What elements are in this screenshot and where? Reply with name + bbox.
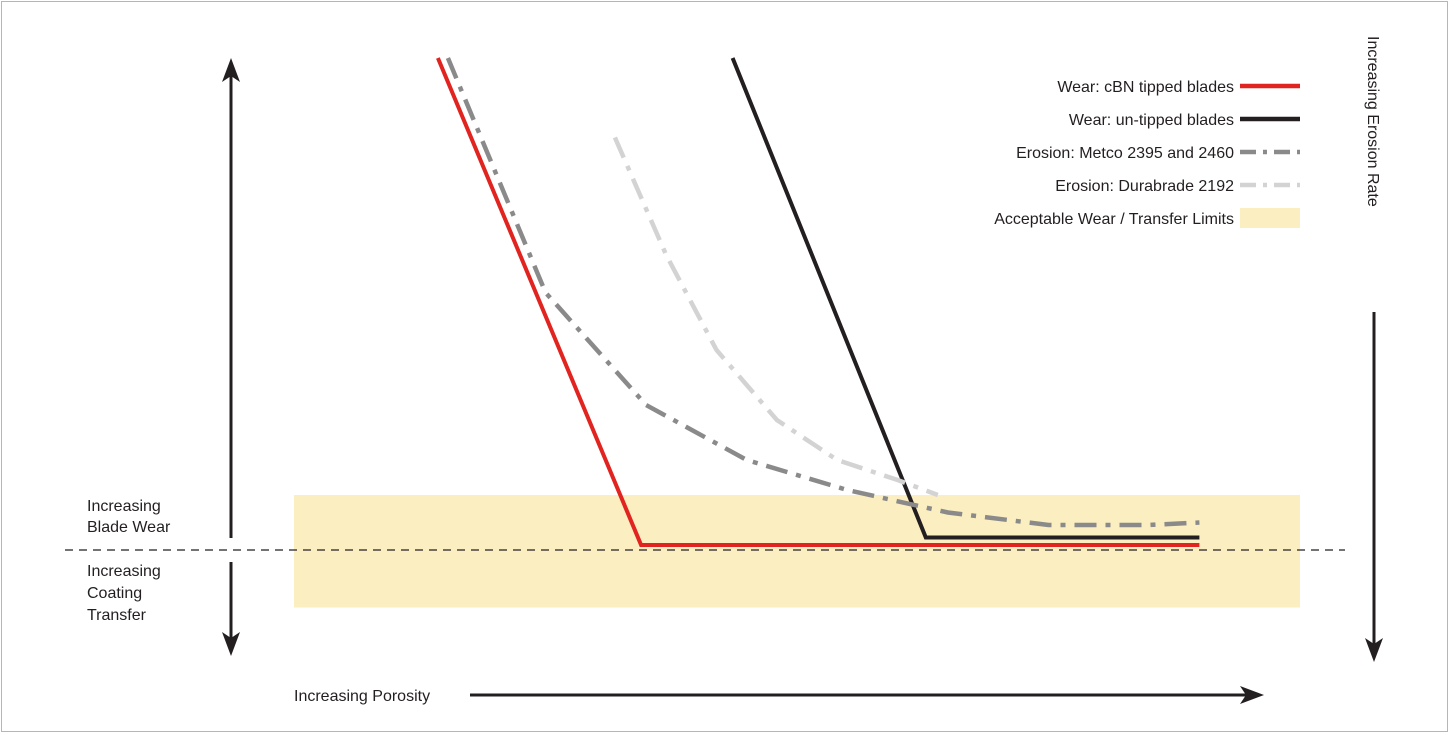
ylabel-upper-line-2: Blade Wear [87, 519, 171, 536]
ylabel-lower-line-2: Coating [87, 585, 142, 602]
porosity-arrow [470, 686, 1264, 704]
acceptable-limits-band [294, 495, 1300, 608]
erosion-rate-arrow [1365, 312, 1383, 662]
y-axis-arrows [222, 58, 240, 656]
right-axis-label: Increasing Erosion Rate [1364, 36, 1381, 207]
legend-entry-cbn-label: Wear: cBN tipped blades [1057, 79, 1234, 96]
legend-entry-metco-label: Erosion: Metco 2395 and 2460 [1016, 145, 1234, 162]
coating-transfer-down-arrowhead [222, 632, 240, 656]
series-durabrade-erosion-line [612, 136, 939, 498]
legend-entry-acceptable-swatch [1240, 208, 1300, 228]
ylabel-lower-line-3: Transfer [87, 607, 147, 624]
blade-wear-up-arrowhead [222, 58, 240, 82]
series-cbn-tipped-line [436, 57, 1200, 547]
x-axis-label: Increasing Porosity [294, 688, 430, 705]
ylabel-upper-line-1: Increasing [87, 498, 161, 515]
legend-entry-durabrade-label: Erosion: Durabrade 2192 [1055, 178, 1234, 195]
series-layer [436, 57, 1200, 547]
series-untipped-line [730, 57, 1200, 540]
legend-entry-acceptable-label: Acceptable Wear / Transfer Limits [994, 211, 1234, 228]
ylabel-lower-line-1: Increasing [87, 563, 161, 580]
series-metco-erosion-line [445, 57, 1200, 528]
legend: Wear: cBN tipped blades Wear: un-tipped b… [994, 79, 1300, 228]
legend-entry-untipped-label: Wear: un-tipped blades [1069, 112, 1234, 129]
